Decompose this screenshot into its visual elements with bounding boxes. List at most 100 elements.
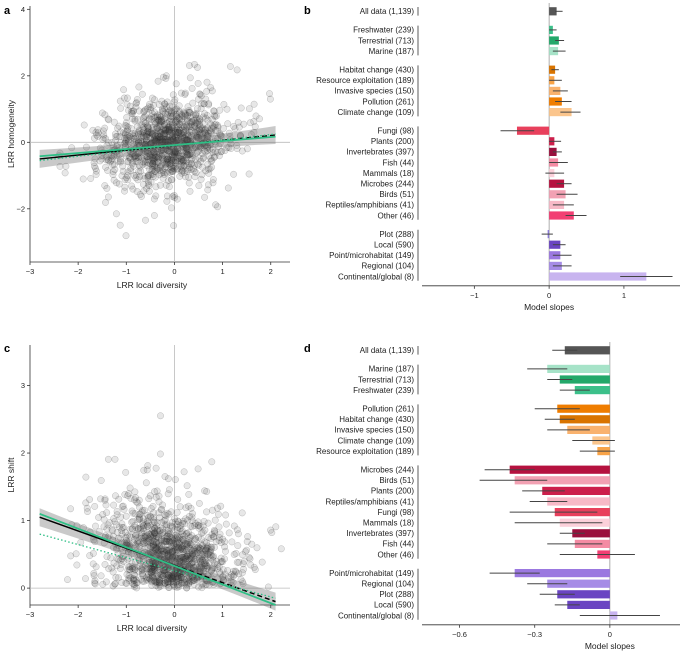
data-point bbox=[129, 158, 137, 166]
data-point bbox=[191, 173, 199, 181]
data-point bbox=[186, 150, 194, 158]
data-point bbox=[102, 163, 110, 171]
data-point bbox=[110, 118, 118, 126]
data-point bbox=[149, 540, 157, 548]
y-tick-label: −2 bbox=[16, 204, 25, 213]
data-point bbox=[196, 122, 204, 130]
data-point bbox=[84, 508, 91, 516]
data-point bbox=[205, 559, 213, 567]
data-point bbox=[161, 538, 169, 546]
data-point bbox=[162, 126, 170, 134]
data-point bbox=[174, 157, 182, 165]
data-point bbox=[191, 534, 199, 542]
data-point bbox=[202, 557, 210, 565]
data-point bbox=[118, 530, 126, 538]
category-label: Continental/global (8) bbox=[338, 272, 414, 281]
data-point bbox=[170, 578, 178, 586]
data-point bbox=[112, 136, 120, 144]
data-point bbox=[169, 148, 177, 156]
data-point bbox=[158, 518, 166, 526]
category-label: Mammals (18) bbox=[363, 169, 414, 178]
data-point bbox=[162, 549, 170, 557]
data-point bbox=[195, 182, 203, 190]
data-point bbox=[119, 167, 127, 175]
data-point bbox=[95, 528, 103, 536]
data-point bbox=[185, 108, 193, 116]
data-point bbox=[169, 548, 177, 556]
panel-label: c bbox=[4, 343, 10, 355]
data-point bbox=[147, 505, 155, 512]
data-point bbox=[161, 537, 168, 545]
data-point bbox=[211, 560, 218, 568]
data-point bbox=[180, 575, 188, 583]
data-point bbox=[121, 131, 129, 139]
data-point bbox=[99, 135, 107, 143]
data-point bbox=[172, 539, 180, 547]
data-point bbox=[167, 571, 175, 579]
data-point bbox=[152, 113, 160, 121]
data-point bbox=[161, 579, 169, 587]
data-point bbox=[61, 169, 69, 177]
data-point bbox=[125, 576, 133, 584]
data-point bbox=[210, 107, 218, 115]
data-point bbox=[131, 583, 138, 591]
data-point bbox=[113, 511, 121, 519]
data-point bbox=[216, 568, 224, 576]
data-point bbox=[150, 151, 158, 158]
data-point bbox=[183, 151, 191, 159]
data-point bbox=[138, 508, 146, 516]
data-point bbox=[169, 168, 177, 176]
data-point bbox=[194, 465, 202, 473]
data-point bbox=[217, 148, 225, 156]
data-point bbox=[161, 129, 169, 137]
data-point bbox=[151, 133, 159, 141]
data-point bbox=[132, 171, 140, 179]
data-point bbox=[193, 130, 201, 138]
data-point bbox=[126, 563, 134, 571]
data-point bbox=[192, 132, 200, 140]
data-point bbox=[162, 160, 169, 168]
data-point bbox=[185, 529, 193, 536]
data-point bbox=[235, 123, 243, 131]
data-point bbox=[169, 575, 177, 582]
data-point bbox=[246, 555, 254, 563]
data-point bbox=[202, 546, 210, 554]
data-point bbox=[142, 539, 150, 547]
data-point bbox=[183, 123, 191, 130]
data-point bbox=[124, 158, 132, 166]
data-point bbox=[146, 575, 154, 583]
data-point bbox=[100, 127, 107, 135]
data-point bbox=[185, 490, 193, 498]
bar bbox=[559, 415, 610, 424]
data-point bbox=[173, 165, 181, 173]
data-point bbox=[159, 168, 167, 176]
data-point bbox=[158, 152, 166, 160]
data-point bbox=[154, 113, 162, 121]
data-point bbox=[115, 574, 122, 582]
data-point bbox=[200, 130, 208, 138]
data-point bbox=[190, 165, 198, 173]
data-point bbox=[167, 542, 175, 550]
data-point bbox=[156, 579, 164, 587]
data-point bbox=[123, 122, 130, 130]
y-tick-label: 0 bbox=[21, 584, 25, 593]
data-point bbox=[142, 534, 150, 542]
data-point bbox=[133, 96, 141, 103]
data-point bbox=[181, 91, 189, 98]
data-point bbox=[83, 504, 91, 512]
data-point bbox=[154, 519, 162, 527]
data-point bbox=[109, 527, 117, 535]
data-point bbox=[167, 153, 174, 161]
data-point bbox=[112, 130, 119, 138]
data-point bbox=[197, 132, 205, 139]
data-point bbox=[171, 105, 179, 113]
data-point bbox=[165, 510, 173, 518]
data-point bbox=[131, 152, 139, 160]
data-point bbox=[237, 104, 245, 112]
category-label: Reptiles/amphibians (41) bbox=[326, 201, 415, 210]
data-point bbox=[164, 137, 172, 145]
data-point bbox=[161, 131, 169, 139]
data-point bbox=[198, 551, 205, 559]
data-point bbox=[199, 150, 207, 157]
data-point bbox=[195, 126, 203, 134]
